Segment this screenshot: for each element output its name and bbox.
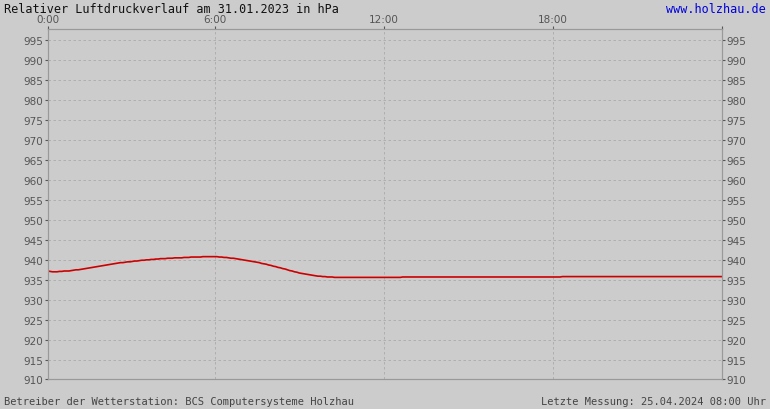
Text: www.holzhau.de: www.holzhau.de: [666, 3, 766, 16]
Text: Letzte Messung: 25.04.2024 08:00 Uhr: Letzte Messung: 25.04.2024 08:00 Uhr: [541, 396, 766, 406]
Text: Betreiber der Wetterstation: BCS Computersysteme Holzhau: Betreiber der Wetterstation: BCS Compute…: [4, 396, 354, 406]
Text: Relativer Luftdruckverlauf am 31.01.2023 in hPa: Relativer Luftdruckverlauf am 31.01.2023…: [4, 3, 339, 16]
